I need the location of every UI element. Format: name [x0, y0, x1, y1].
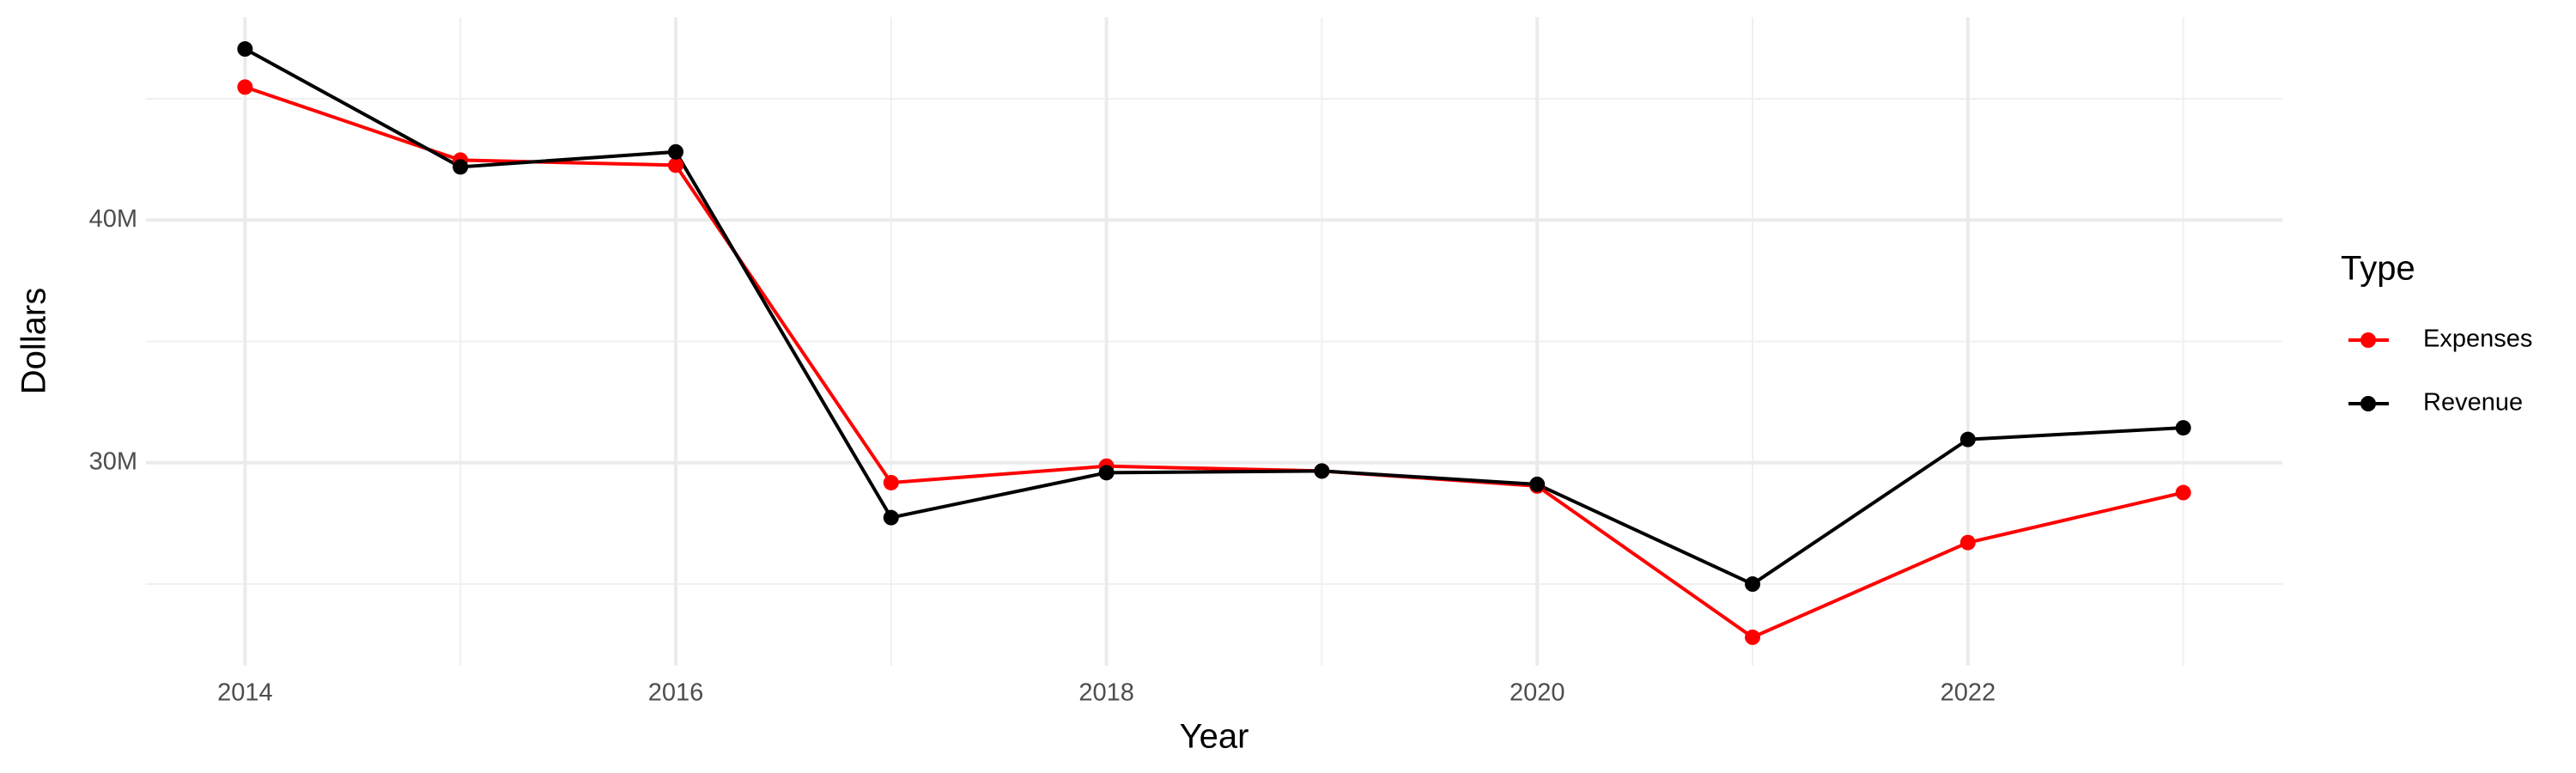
legend-marker	[2360, 396, 2376, 411]
y-axis-title: Dollars	[15, 288, 53, 394]
data-point	[883, 509, 899, 526]
data-point	[1959, 534, 1976, 551]
series-line	[244, 85, 2184, 640]
data-point	[667, 157, 683, 173]
series-line	[244, 47, 2184, 587]
x-tick-label: 2014	[217, 679, 273, 707]
data-point	[1098, 465, 1115, 481]
x-tick-label: 2016	[648, 679, 704, 707]
legend-title: Type	[2341, 250, 2415, 288]
data-point	[2175, 484, 2191, 501]
data-point	[1745, 629, 1761, 645]
data-point	[667, 143, 683, 160]
x-tick-label: 2018	[1078, 679, 1134, 707]
y-tick-label: 30M	[89, 447, 137, 475]
y-tick-label: 40M	[89, 205, 137, 233]
legend-marker	[2360, 332, 2376, 348]
legend-label: Revenue	[2423, 389, 2523, 417]
data-point	[2175, 420, 2191, 436]
data-point	[1314, 463, 1330, 479]
x-tick-label: 2020	[1510, 679, 1565, 707]
data-point	[883, 474, 899, 490]
data-point	[1745, 576, 1761, 593]
data-point	[453, 159, 469, 175]
data-point	[237, 41, 253, 58]
data-point	[237, 79, 253, 95]
legend-label: Expenses	[2423, 326, 2532, 353]
data-point	[1959, 431, 1976, 447]
x-tick-label: 2022	[1941, 679, 1996, 707]
x-axis-title: Year	[1180, 718, 1249, 756]
data-point	[1529, 476, 1546, 492]
